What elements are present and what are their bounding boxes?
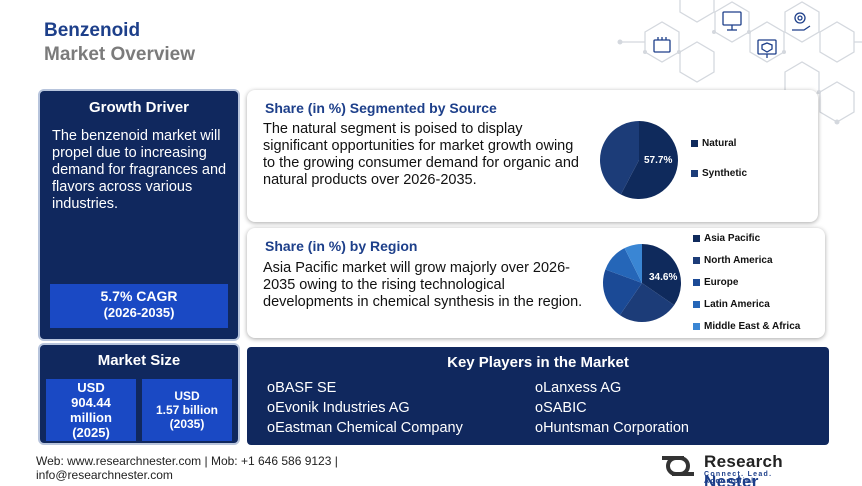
growth-driver-text: The benzenoid market will propel due to … (52, 128, 227, 212)
market-size-2035-currency: USD (174, 389, 200, 403)
market-size-panel: Market Size USD 904.44 million (2025) US… (38, 343, 240, 445)
key-player-item: oEastman Chemical Company (267, 420, 463, 436)
region-pie-data-label: 34.6% (649, 272, 678, 283)
key-player-item: oSABIC (535, 400, 587, 416)
source-slice-synthetic (600, 121, 639, 195)
region-legend-item: North America (693, 255, 773, 266)
source-share-text: The natural segment is poised to display… (263, 121, 579, 188)
market-size-2035-year: (2035) (169, 417, 205, 431)
key-players-heading: Key Players in the Market (447, 354, 629, 371)
region-share-panel: Share (in %) by Region Asia Pacific mark… (247, 228, 825, 338)
logo-text: Research Nester (704, 452, 828, 486)
region-legend-swatch (693, 301, 700, 308)
contact-email: info@researchnester.com (36, 468, 173, 482)
source-legend-item: Natural (691, 138, 736, 149)
contact-footer: Web: www.researchnester.com | Mob: +1 64… (36, 454, 338, 482)
market-size-2025-unit: million (70, 410, 112, 425)
source-pie-chart (600, 121, 678, 199)
market-size-2025-year: (2025) (72, 425, 110, 440)
region-slice-middle-east-africa (624, 244, 642, 283)
growth-driver-panel: Growth Driver The benzenoid market will … (38, 89, 240, 341)
research-nester-logo: Research Nester Connect. Lead. Accomplis… (658, 452, 828, 486)
page-title: Benzenoid (44, 20, 141, 41)
hexagon-network-decoration (617, 0, 862, 125)
key-player-item: oHuntsman Corporation (535, 420, 689, 436)
region-legend-item: Middle East & Africa (693, 321, 800, 332)
logo-tagline: Connect. Lead. Accomplish (704, 471, 773, 485)
contact-web-phone: Web: www.researchnester.com | Mob: +1 64… (36, 454, 338, 468)
source-legend-swatch (691, 170, 698, 177)
region-slice-asia-pacific (642, 244, 681, 306)
cagr-period: (2026-2035) (103, 305, 175, 320)
region-legend-swatch (693, 279, 700, 286)
research-nester-logo-icon (662, 456, 694, 476)
market-size-2025: USD 904.44 million (2025) (46, 379, 136, 441)
cagr-badge: 5.7% CAGR (2026-2035) (50, 284, 228, 328)
source-legend-item: Synthetic (691, 168, 747, 179)
source-legend-swatch (691, 140, 698, 147)
region-legend-swatch (693, 257, 700, 264)
growth-driver-heading: Growth Driver (88, 99, 190, 116)
logo-name-nester: Nester (704, 472, 759, 486)
logo-name-research: Research (704, 452, 783, 471)
region-legend-label: Latin America (704, 299, 770, 310)
market-size-2025-currency: USD (77, 380, 105, 395)
region-share-heading: Share (in %) by Region (265, 238, 418, 254)
region-legend-item: Europe (693, 277, 738, 288)
region-share-text: Asia Pacific market will grow majorly ov… (263, 260, 583, 310)
source-slice-natural (620, 121, 678, 199)
region-slice-latin-america (605, 248, 642, 283)
page-subtitle: Market Overview (44, 44, 196, 65)
region-legend-label: Europe (704, 277, 739, 288)
region-legend-label: North America (704, 255, 773, 266)
region-legend-swatch (693, 235, 700, 242)
region-legend-item: Asia Pacific (693, 233, 760, 244)
source-legend-label: Synthetic (702, 168, 748, 179)
cagr-value: 5.7% CAGR (100, 288, 178, 304)
region-legend-item: Latin America (693, 299, 770, 310)
market-size-heading: Market Size (97, 352, 181, 369)
market-size-2035-amount: 1.57 billion (155, 403, 218, 417)
market-size-2035: USD 1.57 billion (2035) (142, 379, 232, 441)
market-size-2025-amount: 904.44 (71, 395, 111, 410)
region-legend-swatch (693, 323, 700, 330)
source-share-heading: Share (in %) Segmented by Source (265, 100, 497, 116)
source-pie-data-label: 57.7% (644, 155, 673, 166)
source-share-panel: Share (in %) Segmented by Source The nat… (247, 90, 818, 222)
region-slice-europe (603, 269, 642, 316)
region-pie-chart (603, 244, 681, 322)
key-player-item: oLanxess AG (535, 380, 622, 396)
region-slice-north-america (619, 283, 675, 322)
key-players-panel: Key Players in the Market oBASF SE oEvoni… (247, 347, 829, 445)
region-legend-label: Middle East & Africa (704, 321, 801, 332)
source-legend-label: Natural (702, 138, 737, 149)
key-player-item: oBASF SE (267, 380, 337, 396)
region-legend-label: Asia Pacific (704, 233, 761, 244)
key-player-item: oEvonik Industries AG (267, 400, 410, 416)
